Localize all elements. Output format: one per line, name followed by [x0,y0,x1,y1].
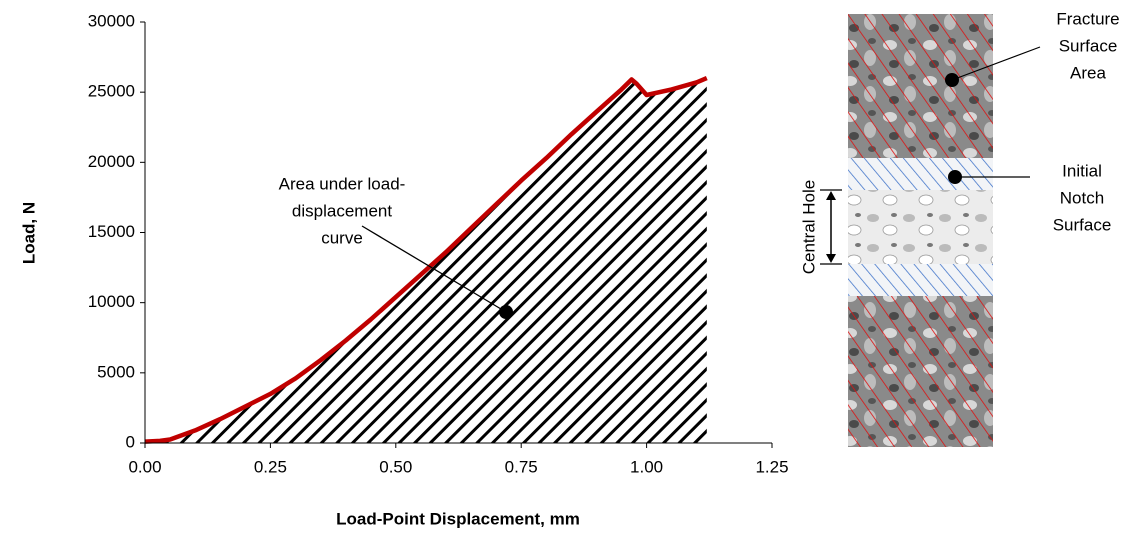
x-tick-label: 0.75 [505,457,538,476]
x-tick-label: 1.00 [630,457,663,476]
x-tick-label: 1.25 [755,457,788,476]
annotation: Area under load- [279,174,406,193]
annotation: Fracture [1056,9,1119,28]
load-curve [144,76,708,444]
y-axis-label: Load, N [19,202,38,264]
y-tick-label: 25000 [88,82,135,101]
y-tick-label: 15000 [88,222,135,241]
annotation: Notch [1060,188,1104,207]
annotation: Central Hole [799,180,818,275]
callout-line [361,225,507,313]
y-tick-label: 5000 [97,362,135,381]
hatched-area [145,78,707,443]
x-axis-label: Load-Point Displacement, mm [336,509,580,528]
x-tick-label: 0.50 [379,457,412,476]
y-tick-label: 10000 [88,292,135,311]
x-tick-label: 0.25 [254,457,287,476]
callout-dot [499,305,513,319]
annotation: Surface [1059,36,1118,55]
specimen-image [820,14,1041,447]
annotation: Surface [1053,215,1112,234]
annotation: Initial [1062,161,1102,180]
y-tick-label: 30000 [88,11,135,30]
y-tick-label: 20000 [88,152,135,171]
y-tick-label: 0 [126,432,135,451]
x-tick-label: 0.00 [128,457,161,476]
annotation: displacement [292,201,392,220]
annotation: Area [1070,63,1106,82]
annotation: curve [321,228,363,247]
